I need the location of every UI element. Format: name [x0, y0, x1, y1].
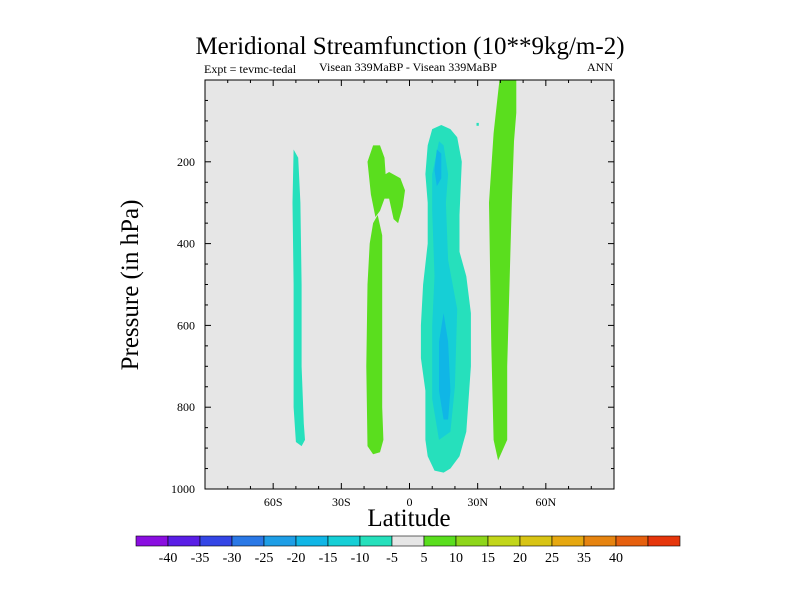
colorbar-label: 25: [545, 551, 559, 566]
colorbar-swatch: [231, 535, 265, 547]
colorbar-swatch: [487, 535, 521, 547]
colorbar-label: -25: [255, 551, 274, 566]
x-tick-labels: 60S 30S 0 30N 60N: [264, 495, 557, 509]
colorbar-label: 35: [577, 551, 591, 566]
colorbar-label: 15: [481, 551, 495, 566]
x-tick-label: 60S: [264, 495, 283, 509]
colorbar-labels: -40 -35 -30 -25 -20 -15 -10 -5 5 10 15 20 25 35 40: [159, 551, 623, 566]
contour-region-band-60s: [292, 149, 305, 447]
colorbar-label: 20: [513, 551, 527, 566]
contour-regions: [292, 80, 517, 473]
colorbar-swatch: [359, 535, 393, 547]
colorbar-label: -10: [351, 551, 370, 566]
colorbar-label: -40: [159, 551, 178, 566]
colorbar-swatch: [647, 535, 681, 547]
x-tick-label: 30S: [332, 495, 351, 509]
y-tick-label: 1000: [171, 482, 195, 496]
colorbar-swatch: [455, 535, 489, 547]
colorbar-swatch: [615, 535, 649, 547]
colorbar: [135, 535, 681, 547]
colorbar-swatch: [295, 535, 329, 547]
contour-region-band-25s-upper: [367, 145, 405, 224]
x-tick-label: 30N: [467, 495, 488, 509]
contour-region-band-25s-lower: [366, 215, 384, 455]
colorbar-label: -35: [191, 551, 210, 566]
contour-region-band-15n-core-low: [439, 313, 451, 420]
chart-subtitle-center: Visean 339MaBP - Visean 339MaBP: [319, 60, 497, 74]
colorbar-swatch: [551, 535, 585, 547]
x-axis-label: Latitude: [367, 505, 450, 532]
x-tick-label: 0: [407, 495, 413, 509]
colorbar-label: -15: [319, 551, 338, 566]
contour-region-speck-30n: [476, 122, 479, 126]
colorbar-swatch: [391, 535, 425, 547]
chart-subtitle-right: ANN: [587, 60, 613, 74]
colorbar-label: 5: [421, 551, 428, 566]
colorbar-label: 40: [609, 551, 623, 566]
colorbar-swatch: [583, 535, 617, 547]
colorbar-swatch: [199, 535, 233, 547]
colorbar-swatch: [167, 535, 201, 547]
colorbar-swatch: [519, 535, 553, 547]
y-axis-label: Pressure (in hPa): [117, 200, 144, 371]
colorbar-swatch: [135, 535, 169, 547]
colorbar-swatch: [327, 535, 361, 547]
y-tick-label: 800: [177, 400, 195, 414]
y-tick-label: 200: [177, 155, 195, 169]
colorbar-label: 10: [449, 551, 463, 566]
chart-subtitle-left: Expt = tevmc-tedal: [204, 62, 297, 76]
plot-frame: [204, 79, 615, 490]
contour-region-band-15n-mid: [432, 141, 458, 440]
colorbar-swatch: [423, 535, 457, 547]
colorbar-label: -20: [287, 551, 306, 566]
contour-region-band-15n-core: [434, 149, 442, 187]
colorbar-label: -5: [386, 551, 398, 566]
y-tick-label: 600: [177, 318, 195, 332]
colorbar-label: -30: [223, 551, 242, 566]
x-tick-label: 60N: [535, 495, 556, 509]
chart-title: Meridional Streamfunction (10**9kg/m-2): [195, 33, 624, 60]
y-tick-labels: 200 400 600 800 1000: [171, 155, 195, 496]
contour-region-band-45n: [489, 80, 517, 461]
plot-background: [205, 80, 614, 489]
colorbar-swatch: [263, 535, 297, 547]
y-tick-label: 400: [177, 237, 195, 251]
